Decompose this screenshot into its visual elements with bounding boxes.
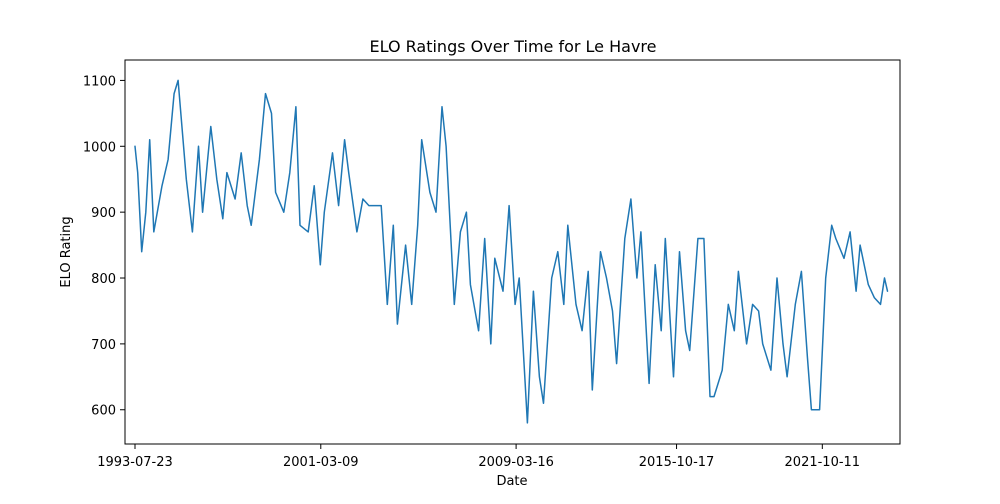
y-tick-label: 600 [91, 404, 116, 419]
x-tick-label: 2015-10-17 [639, 455, 715, 470]
x-tick-label: 2009-03-16 [478, 455, 554, 470]
x-tick-label: 2001-03-09 [283, 455, 359, 470]
y-tick-label: 1000 [83, 140, 116, 155]
chart-title: ELO Ratings Over Time for Le Havre [370, 37, 657, 56]
plot-area-frame [124, 59, 901, 445]
x-axis-label: Date [496, 474, 527, 489]
y-axis: 600 700 800 900 1000 1100 [83, 74, 125, 419]
y-tick-label: 700 [91, 338, 116, 353]
x-tick-label: 2021-10-11 [785, 455, 861, 470]
y-tick-label: 900 [91, 206, 116, 221]
series-line [134, 79, 889, 424]
y-tick-label: 1100 [83, 74, 116, 89]
y-axis-label: ELO Rating [59, 216, 74, 287]
x-tick-label: 1993-07-23 [97, 455, 173, 470]
y-tick-label: 800 [91, 272, 116, 287]
x-axis: 1993-07-23 2001-03-09 2009-03-16 2015-10-17… [97, 444, 860, 470]
